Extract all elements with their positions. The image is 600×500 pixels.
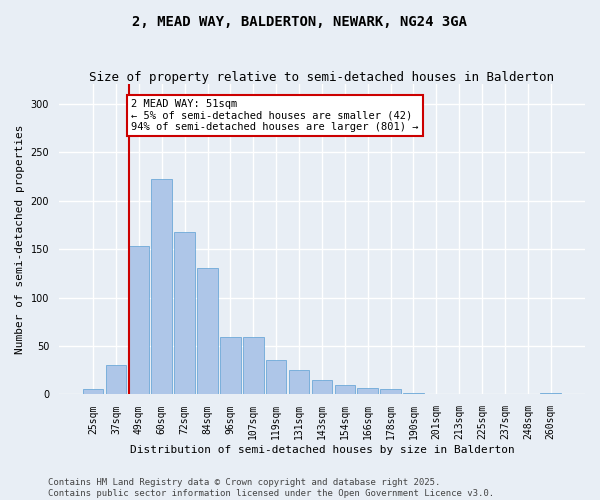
X-axis label: Distribution of semi-detached houses by size in Balderton: Distribution of semi-detached houses by … [130,445,514,455]
Text: Contains HM Land Registry data © Crown copyright and database right 2025.
Contai: Contains HM Land Registry data © Crown c… [48,478,494,498]
Bar [266,360,286,394]
Text: 2, MEAD WAY, BALDERTON, NEWARK, NG24 3GA: 2, MEAD WAY, BALDERTON, NEWARK, NG24 3GA [133,15,467,29]
Bar [151,180,172,394]
Bar [83,388,103,394]
Bar [106,366,126,394]
Bar [380,388,401,394]
Text: 2 MEAD WAY: 51sqm
← 5% of semi-detached houses are smaller (42)
94% of semi-deta: 2 MEAD WAY: 51sqm ← 5% of semi-detached … [131,99,418,132]
Title: Size of property relative to semi-detached houses in Balderton: Size of property relative to semi-detach… [89,72,554,85]
Bar [541,392,561,394]
Bar [175,232,195,394]
Y-axis label: Number of semi-detached properties: Number of semi-detached properties [15,124,25,354]
Bar [197,268,218,394]
Bar [403,392,424,394]
Bar [289,370,310,394]
Bar [335,385,355,394]
Bar [220,338,241,394]
Bar [128,246,149,394]
Bar [243,338,263,394]
Bar [358,388,378,394]
Bar [311,380,332,394]
